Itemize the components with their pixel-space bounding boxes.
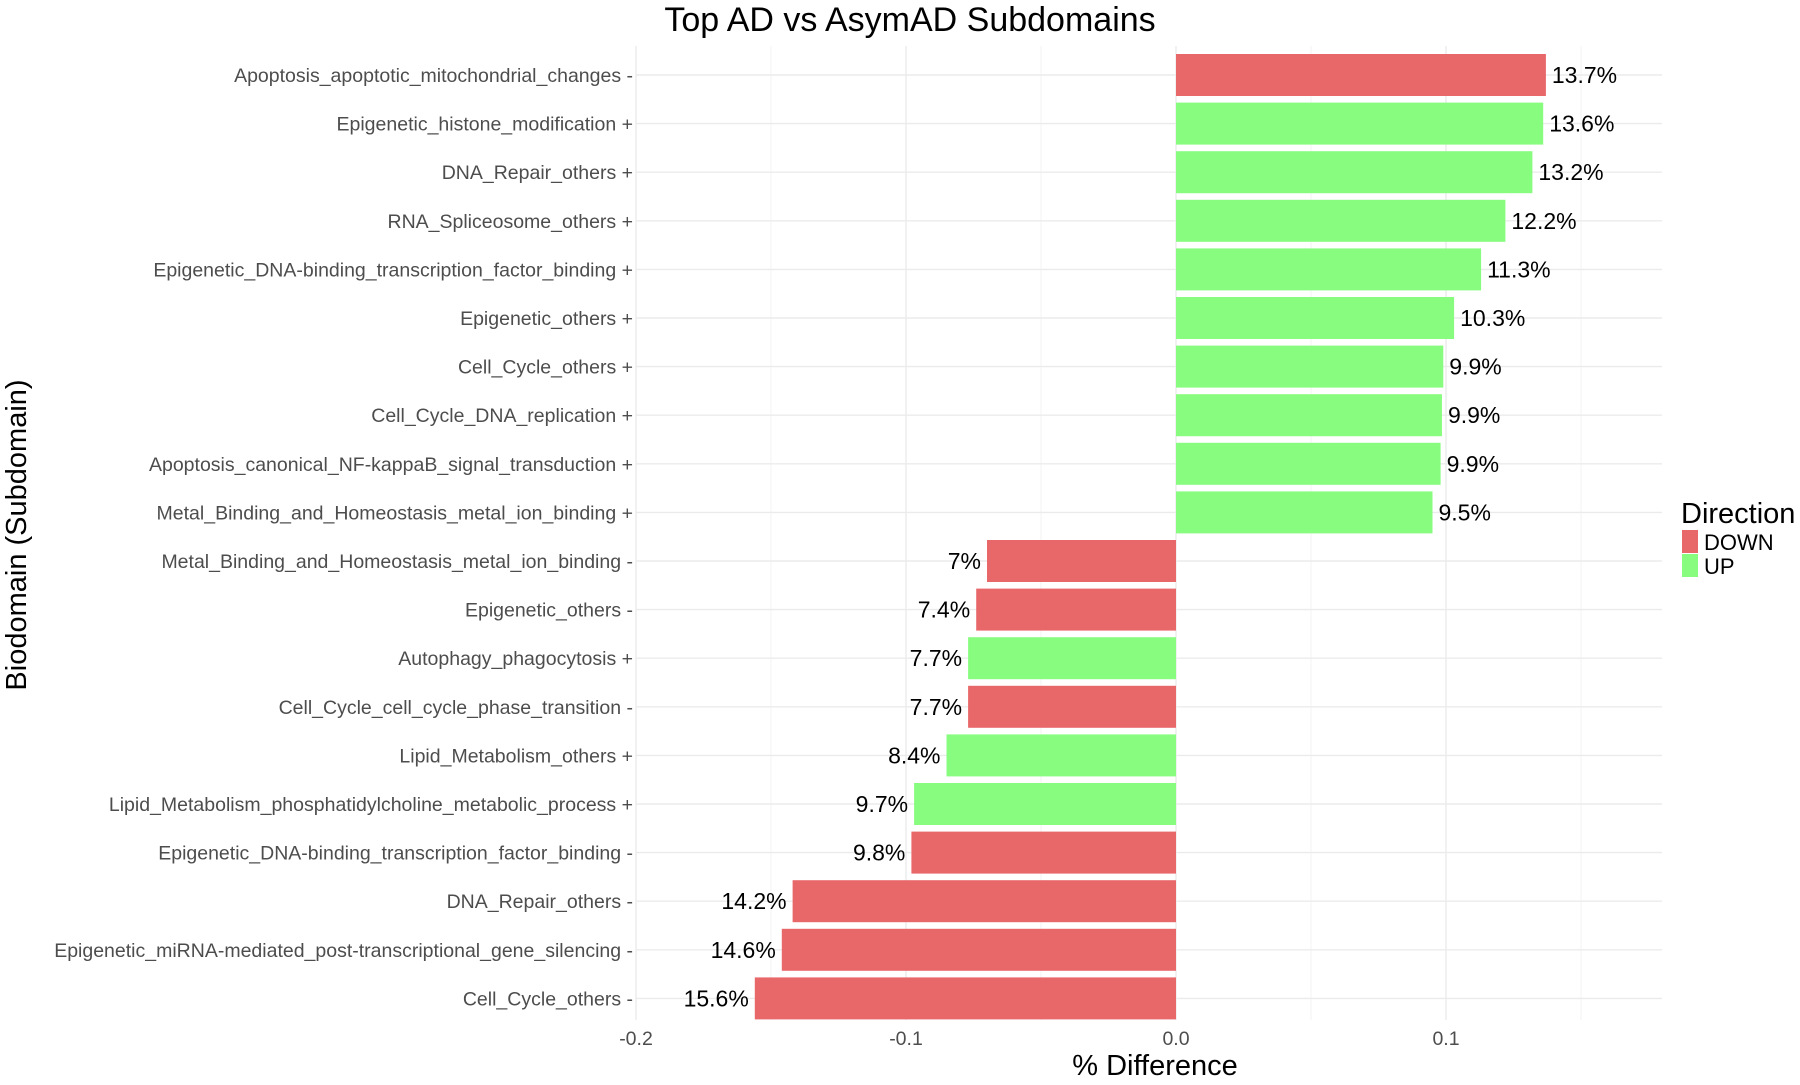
category-label: RNA_Spliceosome_others +	[387, 211, 633, 233]
bar-value-label: 9.9%	[1447, 451, 1499, 477]
bar	[1176, 151, 1533, 194]
bar	[911, 831, 1176, 874]
bar-value-label: 7.7%	[910, 645, 962, 671]
category-labels-layer: Apoptosis_apoptotic_mitochondrial_change…	[54, 65, 633, 1010]
bar-value-label: 11.3%	[1487, 256, 1551, 282]
bar	[914, 783, 1176, 825]
bar-value-label: 14.2%	[721, 888, 786, 914]
bar-value-label: 13.7%	[1552, 62, 1617, 88]
bar	[968, 637, 1176, 680]
category-label: Cell_Cycle_others +	[458, 357, 633, 379]
x-tick-label: -0.2	[619, 1028, 653, 1050]
bar	[1176, 102, 1544, 145]
legend-swatch-down	[1682, 530, 1698, 553]
bar	[1176, 442, 1441, 485]
bar-value-label: 9.5%	[1439, 499, 1491, 525]
category-label: Metal_Binding_and_Homeostasis_metal_ion_…	[161, 551, 633, 573]
legend-swatch-up	[1682, 554, 1698, 577]
x-axis-title: % Difference	[1072, 1050, 1238, 1080]
category-label: Cell_Cycle_others -	[463, 988, 633, 1010]
bar-value-label: 8.4%	[888, 742, 940, 768]
bar-value-label: 9.7%	[856, 791, 908, 817]
category-label: Epigenetic_miRNA-mediated_post-transcrip…	[54, 940, 633, 962]
category-label: Cell_Cycle_cell_cycle_phase_transition -	[279, 697, 633, 719]
category-label: Lipid_Metabolism_phosphatidylcholine_met…	[109, 794, 633, 816]
category-label: Lipid_Metabolism_others +	[399, 745, 633, 767]
value-labels-layer: 13.7% 13.6% 13.2% 12.2% 11.3% 10.3% 9.9% 9.9% 9.…	[684, 62, 1618, 1011]
bar	[1176, 248, 1482, 291]
legend-label-up: UP	[1704, 554, 1735, 579]
category-label: Epigenetic_DNA-binding_transcription_fac…	[158, 843, 633, 865]
category-label: Epigenetic_others -	[465, 600, 633, 622]
bar	[987, 540, 1176, 582]
legend-label-down: DOWN	[1704, 530, 1774, 555]
x-tick-label: -0.1	[889, 1028, 923, 1050]
category-label: Autophagy_phagocytosis +	[398, 648, 633, 670]
bar	[1176, 394, 1442, 437]
bar-value-label: 7%	[948, 548, 981, 574]
bar-value-label: 9.8%	[853, 840, 905, 866]
bar	[1176, 345, 1444, 388]
bar	[754, 977, 1176, 1020]
category-label: Apoptosis_canonical_NF-kappaB_signal_tra…	[149, 454, 633, 476]
bars-layer	[754, 54, 1546, 1020]
x-tick-label: 0.1	[1432, 1028, 1459, 1050]
bar-value-label: 13.6%	[1549, 111, 1614, 137]
bar	[946, 734, 1176, 777]
category-label: Cell_Cycle_DNA_replication +	[371, 405, 633, 427]
bar	[1176, 297, 1455, 339]
category-label: Apoptosis_apoptotic_mitochondrial_change…	[234, 65, 633, 87]
bar-value-label: 13.2%	[1538, 159, 1603, 185]
category-label: Epigenetic_others +	[460, 308, 633, 330]
bar	[1176, 199, 1506, 242]
category-label: DNA_Repair_others +	[442, 162, 633, 184]
category-label: Epigenetic_histone_modification +	[337, 114, 634, 136]
bar-value-label: 15.6%	[684, 985, 749, 1011]
bar	[781, 928, 1176, 971]
x-tick-labels: -0.2 -0.1 0.0 0.1	[619, 1028, 1459, 1050]
legend-title: Direction	[1681, 498, 1795, 530]
bar-value-label: 12.2%	[1511, 208, 1576, 234]
bar-value-label: 9.9%	[1449, 354, 1501, 380]
chart-title: Top AD vs AsymAD Subdomains	[664, 1, 1155, 39]
bar-value-label: 7.7%	[910, 694, 962, 720]
bar	[976, 588, 1176, 631]
bar	[792, 880, 1176, 923]
x-tick-label: 0.0	[1162, 1028, 1189, 1050]
category-label: Metal_Binding_and_Homeostasis_metal_ion_…	[157, 502, 633, 524]
bar	[1176, 54, 1546, 96]
category-label: Epigenetic_DNA-binding_transcription_fac…	[153, 259, 633, 281]
bar-value-label: 9.9%	[1448, 402, 1500, 428]
bar	[968, 685, 1176, 728]
bar	[1176, 491, 1433, 534]
legend: Direction DOWN UP	[1681, 498, 1795, 579]
bar-value-label: 7.4%	[918, 597, 970, 623]
y-axis-title: Biodomain (Subdomain)	[1, 379, 33, 690]
category-label: DNA_Repair_others -	[447, 891, 633, 913]
bar-value-label: 10.3%	[1460, 305, 1525, 331]
bar-value-label: 14.6%	[711, 937, 776, 963]
